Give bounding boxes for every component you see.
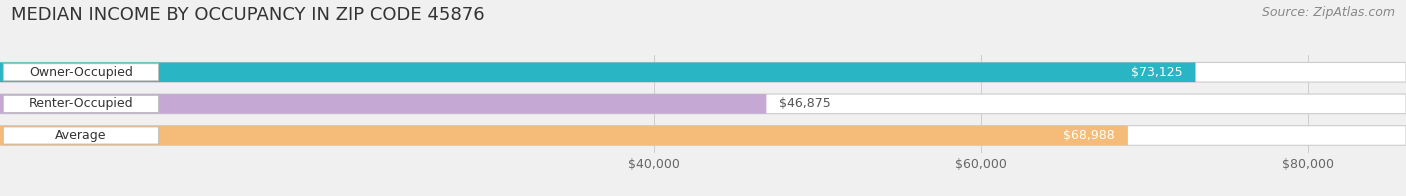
Text: $46,875: $46,875 <box>779 97 831 110</box>
Text: $68,988: $68,988 <box>1063 129 1115 142</box>
FancyBboxPatch shape <box>0 126 1128 145</box>
FancyBboxPatch shape <box>0 63 1406 82</box>
Text: MEDIAN INCOME BY OCCUPANCY IN ZIP CODE 45876: MEDIAN INCOME BY OCCUPANCY IN ZIP CODE 4… <box>11 6 485 24</box>
Text: Owner-Occupied: Owner-Occupied <box>30 66 132 79</box>
FancyBboxPatch shape <box>3 64 159 81</box>
Text: $73,125: $73,125 <box>1130 66 1182 79</box>
Text: Average: Average <box>55 129 107 142</box>
FancyBboxPatch shape <box>3 127 159 144</box>
FancyBboxPatch shape <box>0 94 1406 114</box>
FancyBboxPatch shape <box>0 94 766 114</box>
FancyBboxPatch shape <box>0 63 1195 82</box>
Text: Source: ZipAtlas.com: Source: ZipAtlas.com <box>1261 6 1395 19</box>
Text: Renter-Occupied: Renter-Occupied <box>28 97 134 110</box>
FancyBboxPatch shape <box>3 95 159 113</box>
FancyBboxPatch shape <box>0 126 1406 145</box>
